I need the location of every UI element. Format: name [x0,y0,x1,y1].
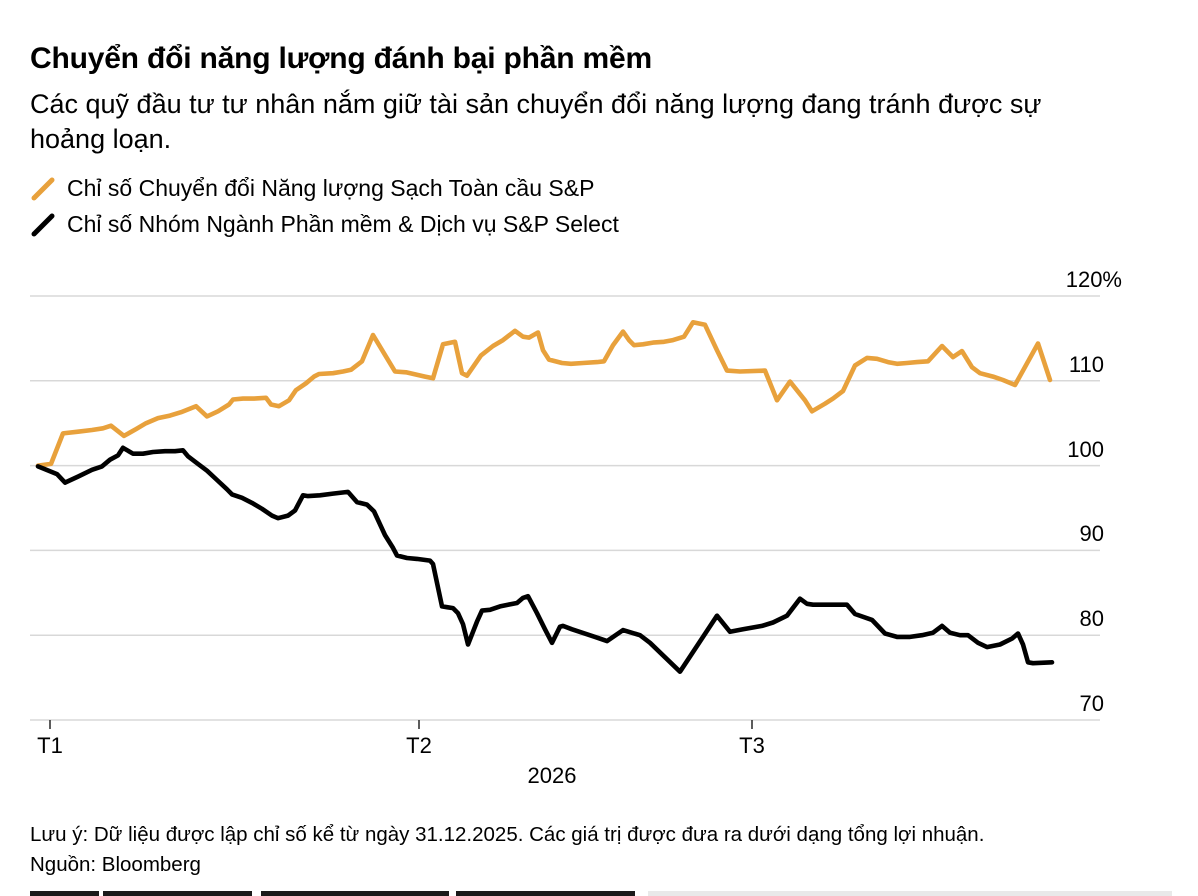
y-axis-label: 110 [1068,351,1104,377]
x-axis-label: T2 [406,733,432,758]
x-axis-year-label: 2026 [527,763,577,788]
y-axis-label: 80 [1079,606,1104,632]
cutoff-segment [261,891,449,896]
page-title: Chuyển đổi năng lượng đánh bại phần mềm [30,42,652,75]
cutoff-segment [103,891,252,896]
x-axis-label: T1 [37,733,63,758]
cutoff-segment [648,891,1172,896]
series-line-software [35,445,1055,675]
orange-line-swatch-icon [31,177,55,201]
chart-footer: Lưu ý: Dữ liệu được lập chỉ số kể từ ngà… [30,820,1170,880]
legend-item-clean-energy: Chỉ số Chuyển đổi Năng lượng Sạch Toàn c… [30,171,1180,207]
y-axis-label: 90 [1079,521,1104,547]
chart-header: Chuyển đổi năng lượng đánh bại phần mềm … [30,42,1180,243]
chart-subtitle: Các quỹ đầu tư tư nhân nắm giữ tài sản c… [30,88,1042,154]
legend-label: Chỉ số Nhóm Ngành Phần mềm & Dịch vụ S&P… [67,211,619,238]
footnote: Lưu ý: Dữ liệu được lập chỉ số kể từ ngà… [30,823,985,846]
y-axis-label: 100 [1067,436,1104,462]
cutoff-segment [456,891,635,896]
legend-item-software: Chỉ số Nhóm Ngành Phần mềm & Dịch vụ S&P… [30,207,1180,243]
black-line-swatch-icon [31,213,55,237]
y-axis-label: 120% [1065,267,1122,292]
series-line-clean-energy [35,319,1053,468]
legend-label: Chỉ số Chuyển đổi Năng lượng Sạch Toàn c… [67,175,595,202]
y-axis-label: 70 [1079,691,1104,716]
legend: Chỉ số Chuyển đổi Năng lượng Sạch Toàn c… [30,171,1180,243]
x-axis-label: T3 [739,733,765,758]
source-line: Nguồn: Bloomberg [30,853,201,877]
cutoff-segment [30,891,99,896]
